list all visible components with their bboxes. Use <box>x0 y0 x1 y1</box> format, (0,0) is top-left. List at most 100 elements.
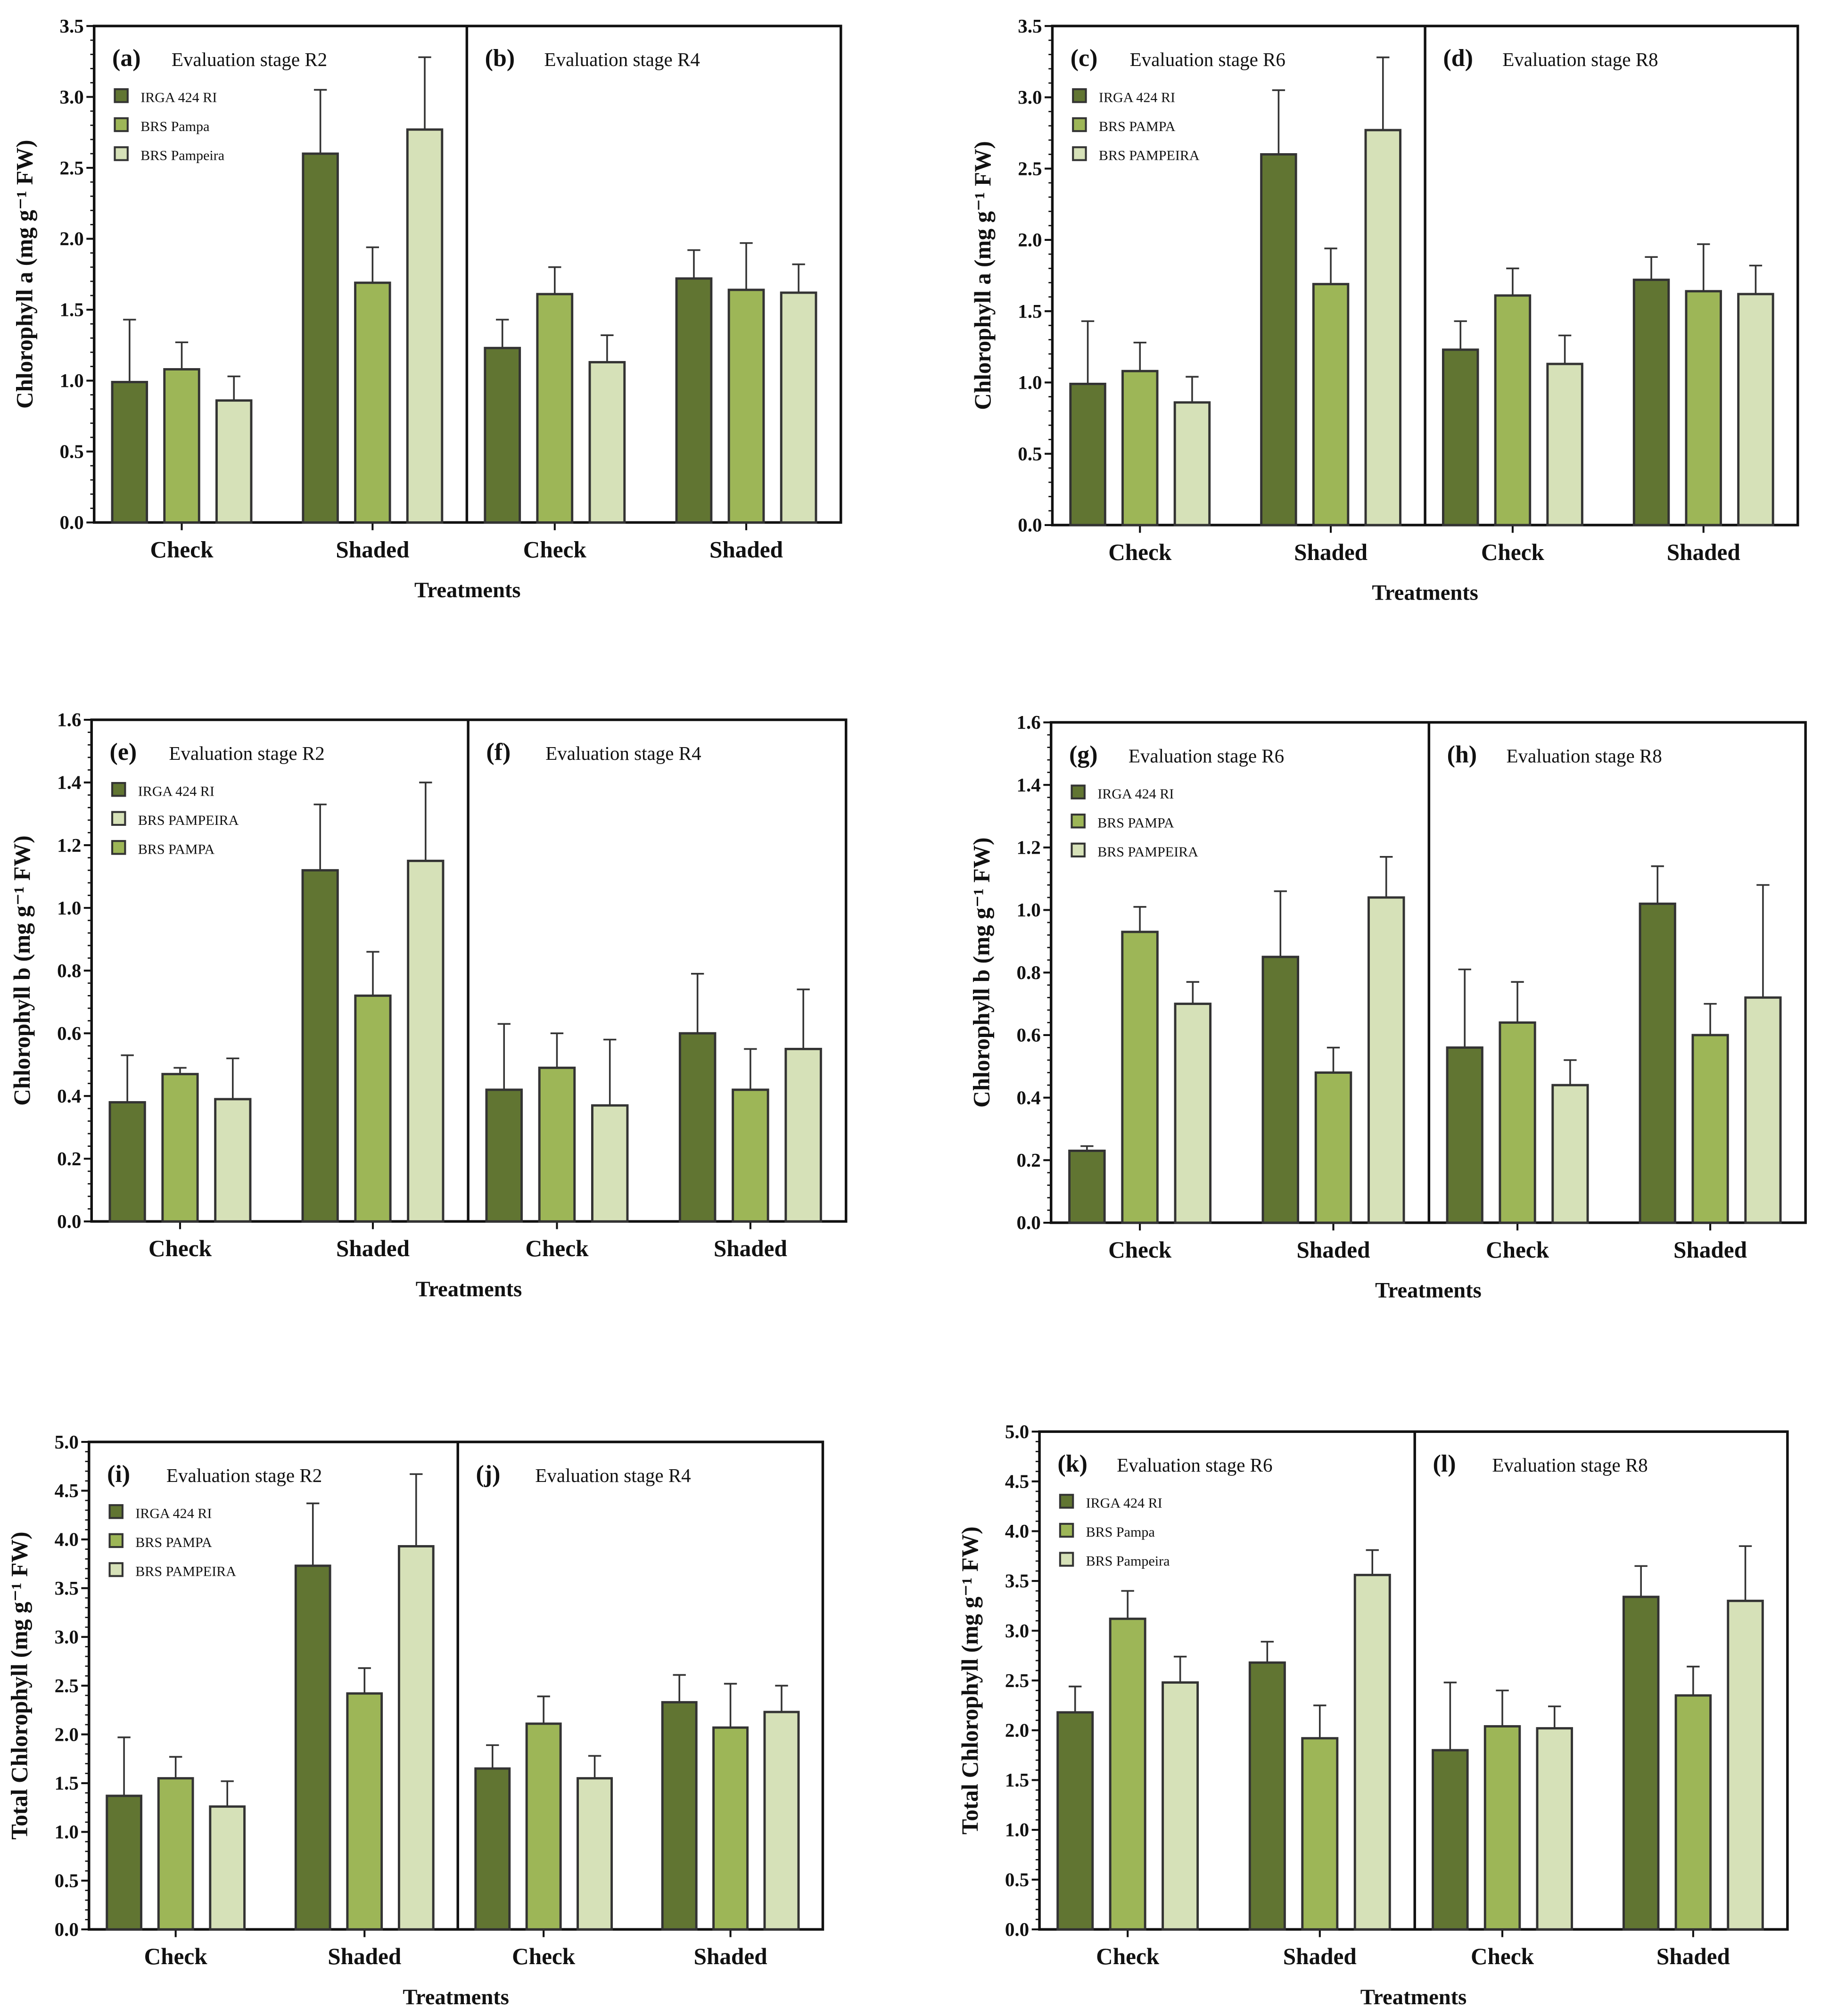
y-tick-label: 1.0 <box>1005 1819 1029 1841</box>
x-category-label: Check <box>523 536 587 562</box>
y-tick-label: 1.5 <box>60 299 84 321</box>
legend-label: BRS PAMPA <box>1099 118 1176 134</box>
y-tick-label: 2.0 <box>60 228 84 249</box>
legend-swatch <box>1059 1552 1074 1567</box>
legend-label: BRS PAMPA <box>135 1534 212 1550</box>
y-axis-label: Chlorophyll a (mg g⁻¹ FW) <box>11 140 37 409</box>
y-tick-label: 0.2 <box>57 1148 81 1169</box>
x-axis-label: Treatments <box>403 1985 509 2009</box>
bar-brs-pampa <box>525 1722 562 1931</box>
panel-title: Evaluation stage R8 <box>1506 745 1662 766</box>
panel-label: (h) <box>1447 741 1477 768</box>
x-category-label: Shaded <box>336 1235 410 1261</box>
bar-brs-pampa <box>163 368 200 524</box>
bar-brs-pampa <box>732 1088 769 1223</box>
y-tick-label: 0.0 <box>55 1918 79 1940</box>
legend-label: IRGA 424 RI <box>1086 1495 1162 1511</box>
bar-brs-pampa <box>1494 294 1532 527</box>
bar-brs-pampeira <box>214 1098 252 1223</box>
bar-brs-pampeira <box>1744 996 1782 1224</box>
x-category-label: Shaded <box>1294 539 1368 565</box>
x-category-label: Shaded <box>1673 1237 1747 1263</box>
x-category-label: Shaded <box>1667 539 1740 565</box>
bar-irga-424-ri <box>1432 1749 1469 1931</box>
bar-brs-pampeira <box>209 1805 246 1931</box>
y-tick-label: 5.0 <box>55 1431 79 1453</box>
y-tick-label: 4.5 <box>55 1480 79 1501</box>
y-tick-label: 4.5 <box>1005 1471 1029 1492</box>
x-category-label: Shaded <box>328 1943 401 1969</box>
y-tick-label: 0.4 <box>57 1085 81 1107</box>
panel-label: (i) <box>107 1461 130 1488</box>
bar-brs-pampa <box>1674 1694 1712 1931</box>
y-tick-label: 0.8 <box>57 960 81 981</box>
panel-title: Evaluation stage R2 <box>172 49 327 70</box>
bar-brs-pampeira <box>1367 896 1405 1224</box>
x-category-label: Shaded <box>1656 1943 1730 1969</box>
bar-brs-pampa <box>354 281 391 524</box>
legend-label: IRGA 424 RI <box>135 1506 212 1522</box>
bar-brs-pampeira <box>763 1711 800 1931</box>
y-tick-label: 0.5 <box>1018 443 1042 464</box>
legend-swatch <box>1072 88 1087 103</box>
x-category-label: Check <box>1096 1943 1160 1969</box>
x-category-label: Check <box>1108 539 1172 565</box>
bar-brs-pampa <box>354 994 392 1223</box>
legend-label: BRS Pampeira <box>140 148 224 164</box>
bar-brs-pampeira <box>1546 362 1583 527</box>
y-tick-label: 2.5 <box>60 157 84 179</box>
y-tick-label: 2.0 <box>1018 229 1042 251</box>
x-category-label: Check <box>144 1943 208 1969</box>
y-tick-label: 0.6 <box>1017 1024 1041 1046</box>
bar-irga-424-ri <box>1632 279 1670 527</box>
panel-title: Evaluation stage R6 <box>1130 49 1285 70</box>
x-category-label: Check <box>525 1235 589 1261</box>
legend-label: IRGA 424 RI <box>138 783 214 799</box>
y-tick-label: 1.5 <box>55 1772 79 1794</box>
panel-label: (g) <box>1069 741 1098 768</box>
panel-title: Evaluation stage R6 <box>1117 1454 1272 1476</box>
x-category-label: Shaded <box>1283 1943 1357 1969</box>
bar-irga-424-ri <box>675 277 713 524</box>
panel-label: (a) <box>112 45 141 72</box>
bar-brs-pampeira <box>407 859 445 1223</box>
x-category-label: Check <box>148 1235 212 1261</box>
bar-brs-pampa <box>157 1777 194 1931</box>
bar-brs-pampeira <box>1551 1084 1589 1224</box>
bar-brs-pampa <box>161 1073 199 1223</box>
legend-label: BRS PAMPA <box>138 841 215 857</box>
x-category-label: Shaded <box>694 1943 767 1969</box>
legend-label: BRS PAMPEIRA <box>135 1563 236 1580</box>
bar-irga-424-ri <box>1261 955 1300 1224</box>
bar-irga-424-ri <box>1248 1661 1286 1931</box>
bar-irga-424-ri <box>1622 1596 1660 1931</box>
legend-swatch <box>111 782 126 797</box>
legend-label: BRS Pampeira <box>1086 1553 1170 1569</box>
legend-swatch <box>1072 146 1087 161</box>
y-tick-label: 1.0 <box>1017 899 1041 921</box>
y-tick-label: 3.0 <box>55 1626 79 1647</box>
bar-brs-pampeira <box>1173 401 1211 527</box>
y-tick-label: 1.5 <box>1018 300 1042 322</box>
bar-irga-424-ri <box>106 1794 142 1931</box>
y-tick-label: 0.0 <box>1005 1918 1029 1940</box>
bar-irga-424-ri <box>294 1564 331 1931</box>
x-category-label: Check <box>150 536 214 562</box>
chart-figure-bottom-right: 0.0 0.5 1.0 1.5 2.0 2.5 3.0 3.5 4.0 4.5 5.0 Total C… <box>957 1421 1789 2009</box>
x-axis-label: Treatments <box>1360 1985 1467 2009</box>
y-axis-label: Chlorophyll a (mg g⁻¹ FW) <box>970 141 996 410</box>
x-category-label: Shaded <box>709 536 783 562</box>
y-tick-label: 0.0 <box>57 1210 81 1232</box>
chart-figure-middle-right: 0.0 0.2 0.4 0.6 0.8 1.0 1.2 1.4 1.6 Chlorophyll b… <box>968 711 1807 1303</box>
legend-swatch <box>1071 814 1086 829</box>
panel-title: Evaluation stage R4 <box>545 742 701 764</box>
bar-brs-pampa <box>1121 930 1159 1224</box>
y-tick-label: 2.0 <box>55 1723 79 1745</box>
y-tick-label: 5.0 <box>1005 1421 1029 1442</box>
legend-label: BRS PAMPEIRA <box>1097 844 1198 860</box>
bar-brs-pampeira <box>406 128 444 524</box>
bar-irga-424-ri <box>301 869 339 1223</box>
legend-label: BRS Pampa <box>140 118 209 134</box>
legend-swatch <box>111 840 126 855</box>
legend-swatch <box>1059 1494 1074 1509</box>
